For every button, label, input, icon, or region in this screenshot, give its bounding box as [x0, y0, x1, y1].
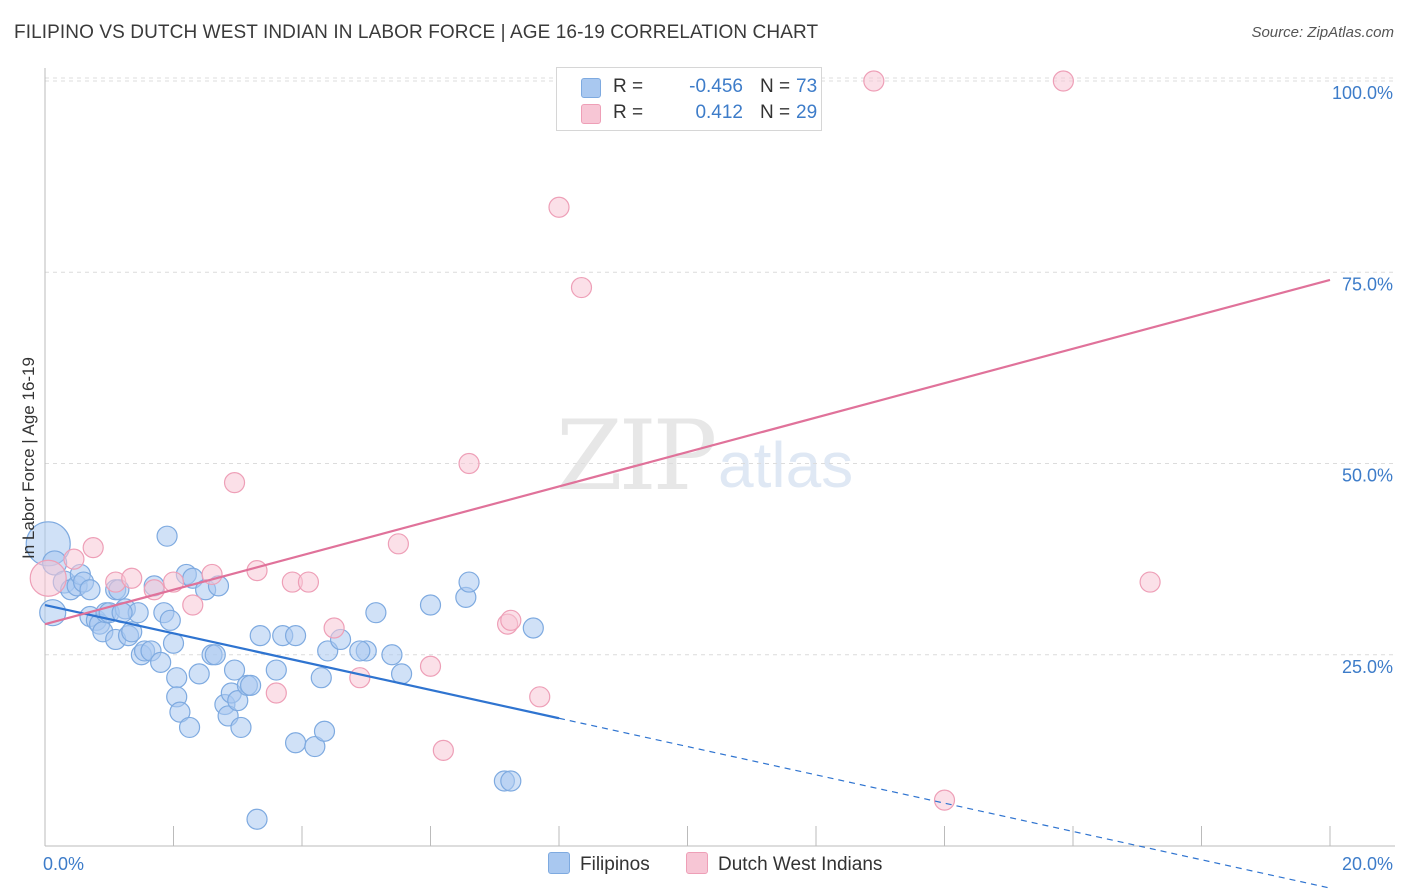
dutch-point — [529, 686, 551, 708]
legend-swatch-filipinos — [581, 78, 601, 98]
filipinos-point — [240, 674, 262, 696]
legend-r-value: 0.412 — [695, 102, 743, 123]
dutch-point — [121, 567, 143, 589]
tick-labels: 25.0% 50.0% 75.0% 100.0% 0.0% 20.0% — [43, 83, 1393, 874]
y-tick-label: 50.0% — [1342, 466, 1393, 486]
dutch-point — [570, 276, 593, 299]
filipinos-point — [313, 720, 336, 742]
y-tick-label: 75.0% — [1342, 274, 1393, 294]
legend-n-value: 73 — [796, 76, 818, 97]
filipinos-point — [188, 663, 210, 685]
legend-r-label: R = — [613, 102, 644, 123]
dutch-point — [432, 739, 454, 761]
filipinos-point — [230, 716, 252, 739]
filipinos-point — [159, 609, 181, 631]
y-axis-title: In Labor Force | Age 16-19 — [19, 357, 38, 559]
filipinos-point — [304, 735, 326, 758]
watermark-zip: ZIP — [556, 400, 717, 512]
dutch-point — [419, 655, 442, 677]
filipinos-point — [365, 602, 387, 624]
legend-n-label: N = — [760, 102, 791, 123]
filipinos-point — [500, 770, 522, 792]
legend-r-value: -0.456 — [689, 76, 743, 97]
dutch-point — [63, 548, 85, 570]
dutch-point — [1052, 70, 1074, 92]
filipinos-point — [390, 663, 413, 685]
filipinos-point — [310, 667, 332, 689]
y-tick-label: 25.0% — [1342, 657, 1393, 677]
bottom-label-dutch: Dutch West Indians — [718, 854, 883, 875]
dutch-trend-line — [44, 278, 1331, 626]
dutch-west-indians-points — [29, 70, 1161, 811]
filipinos-points — [25, 521, 544, 830]
filipinos-point — [79, 579, 101, 601]
trend-lines — [44, 278, 1331, 889]
filipinos-point — [166, 667, 188, 689]
watermark-atlas: atlas — [718, 429, 854, 501]
dutch-point — [143, 579, 165, 601]
dutch-point — [500, 609, 522, 631]
dutch-point — [458, 452, 480, 475]
dutch-point — [297, 571, 320, 593]
filipinos-point — [284, 625, 307, 647]
filipinos-point — [265, 659, 287, 681]
dutch-point — [182, 594, 204, 616]
bottom-legend-filipinos: Filipinos — [548, 852, 650, 876]
dutch-point — [162, 571, 185, 593]
filipinos-point — [249, 625, 271, 647]
dutch-point — [82, 537, 104, 559]
chart-title: FILIPINO VS DUTCH WEST INDIAN IN LABOR F… — [14, 22, 819, 43]
filipinos-point — [121, 621, 143, 643]
dutch-point — [387, 533, 409, 555]
filipinos-point — [381, 644, 403, 666]
bottom-legend-dutch: Dutch West Indians — [686, 852, 882, 876]
x-tick-label: 20.0% — [1342, 854, 1393, 874]
filipinos-point — [246, 808, 268, 830]
legend-r-label: R = — [613, 76, 644, 97]
dutch-point — [933, 789, 956, 811]
legend-n-value: 29 — [796, 102, 818, 123]
bottom-swatch-filipinos — [548, 852, 570, 874]
bottom-swatch-dutch — [686, 852, 708, 874]
filipinos-point — [227, 690, 249, 712]
filipinos-point — [522, 617, 544, 639]
legend-n-label: N = — [760, 76, 791, 97]
filipinos-point — [178, 716, 201, 739]
filipinos-point — [223, 659, 246, 681]
dutch-point — [548, 196, 570, 218]
y-tick-label: 100.0% — [1332, 83, 1393, 103]
dutch-point — [29, 559, 67, 597]
dutch-point — [323, 617, 345, 639]
filipinos-point — [156, 525, 178, 547]
dutch-point — [201, 563, 223, 586]
axes — [44, 68, 1395, 847]
filipinos-trend-line — [44, 603, 560, 720]
filipinos-point — [419, 594, 442, 616]
x-tick-label: 0.0% — [43, 854, 84, 874]
filipinos-point — [458, 571, 480, 593]
legend-swatch-dutch — [581, 104, 601, 124]
dutch-point — [863, 70, 885, 92]
dutch-point — [1139, 571, 1161, 593]
dutch-point — [223, 472, 246, 494]
source-label: Source: ZipAtlas.com — [1251, 24, 1394, 41]
filipinos-point — [284, 732, 307, 754]
filipinos-point — [162, 632, 185, 654]
filipinos-point — [204, 644, 226, 666]
dutch-point — [246, 559, 268, 582]
dutch-point — [349, 667, 371, 689]
dutch-point — [265, 682, 287, 704]
filipinos-point — [169, 701, 191, 723]
bottom-label-filipinos: Filipinos — [580, 854, 650, 875]
filipinos-point — [349, 640, 371, 662]
filipinos-point — [150, 651, 172, 674]
correlation-legend: R = -0.456 N = 73 R = 0.412 N = 29 — [556, 67, 822, 131]
